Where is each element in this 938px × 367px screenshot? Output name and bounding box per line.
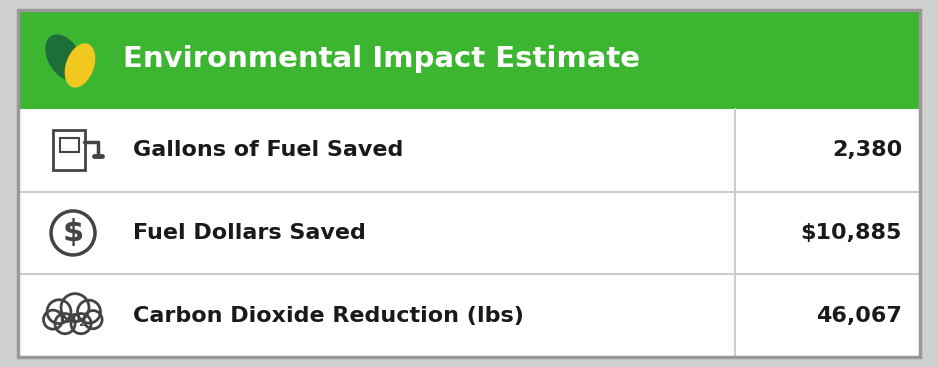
Circle shape xyxy=(55,313,75,334)
FancyBboxPatch shape xyxy=(53,130,85,170)
Text: Environmental Impact Estimate: Environmental Impact Estimate xyxy=(123,46,640,73)
Circle shape xyxy=(78,300,100,323)
Text: $: $ xyxy=(62,218,83,247)
Circle shape xyxy=(51,211,95,255)
FancyBboxPatch shape xyxy=(18,10,920,109)
Text: Gallons of Fuel Saved: Gallons of Fuel Saved xyxy=(133,140,403,160)
Text: 2,380: 2,380 xyxy=(832,140,902,160)
Text: 2: 2 xyxy=(79,318,85,328)
Text: CO: CO xyxy=(59,312,81,326)
Circle shape xyxy=(43,310,63,329)
Ellipse shape xyxy=(45,34,83,80)
FancyBboxPatch shape xyxy=(18,10,920,357)
Text: 46,067: 46,067 xyxy=(816,306,902,326)
Text: Fuel Dollars Saved: Fuel Dollars Saved xyxy=(133,223,366,243)
Ellipse shape xyxy=(65,43,96,88)
FancyBboxPatch shape xyxy=(59,138,79,152)
Text: $10,885: $10,885 xyxy=(801,223,902,243)
Circle shape xyxy=(71,313,91,334)
Circle shape xyxy=(83,310,102,329)
Circle shape xyxy=(61,294,89,321)
Text: Carbon Dioxide Reduction (lbs): Carbon Dioxide Reduction (lbs) xyxy=(133,306,524,326)
Circle shape xyxy=(47,300,71,324)
